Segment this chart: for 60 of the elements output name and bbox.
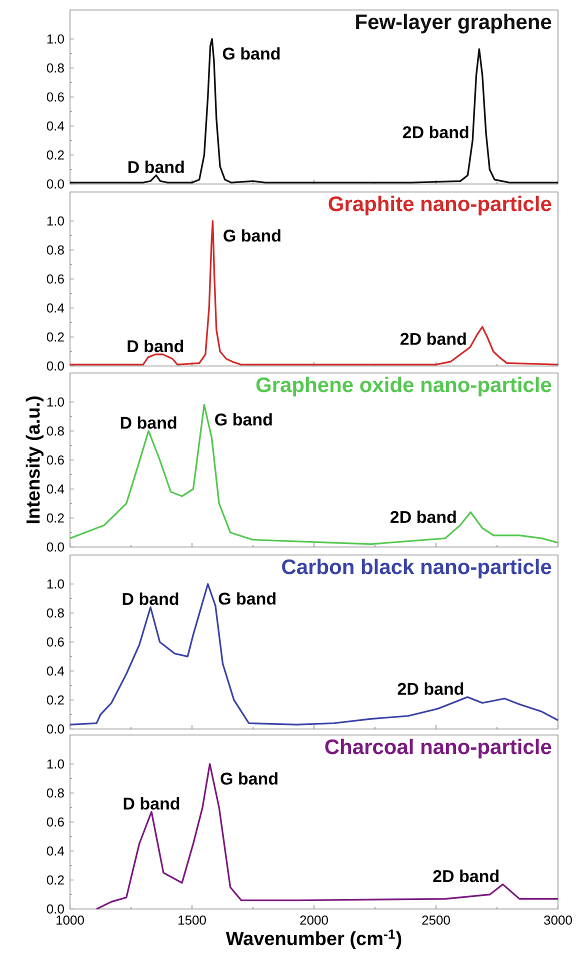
y-tick-label: 0.6 <box>46 817 64 827</box>
y-tick-label: 0.8 <box>46 245 64 255</box>
line-series <box>69 404 559 545</box>
annotation: D band <box>120 416 176 429</box>
y-tick-label: 0.2 <box>46 875 64 885</box>
y-tick-label: 1.0 <box>47 34 64 44</box>
annotation: G band <box>222 47 280 60</box>
y-tick-label: 0.2 <box>46 513 64 523</box>
annotation: D band <box>128 160 184 174</box>
y-tick-label: 0.0 <box>46 724 64 734</box>
x-tick-label: 1500 <box>178 916 206 925</box>
chart-title: Graphite nano-particle <box>328 196 552 216</box>
y-tick-label: 0.6 <box>46 637 64 647</box>
y-tick-label: 0.4 <box>46 303 64 313</box>
y-tick-label: 0.6 <box>46 92 64 102</box>
chart-title: Carbon black nano-particle <box>282 558 552 578</box>
y-tick-label: 0.4 <box>46 121 64 131</box>
y-tick-label: 0.8 <box>46 426 64 436</box>
y-tick-label: 0.0 <box>46 179 64 189</box>
annotation: 2D band <box>402 126 468 138</box>
y-tick-label: 0.0 <box>46 361 64 371</box>
y-tick-label: 0.4 <box>46 484 64 494</box>
y-tick-label: 0.0 <box>46 542 64 552</box>
y-tick-label: 0.4 <box>46 666 64 676</box>
annotation: D band <box>128 340 184 352</box>
y-tick-label: 0.8 <box>46 608 64 618</box>
chart-title: Graphene oxide nano-particle <box>256 376 552 396</box>
y-tick-label: 1.0 <box>47 216 64 226</box>
y-tick-label: 0.2 <box>46 150 64 160</box>
y-tick-label: 0.6 <box>46 455 64 465</box>
y-tick-label: 0.6 <box>46 274 64 284</box>
annotation: G band <box>215 413 272 426</box>
annotation: 2D band <box>400 332 466 345</box>
x-tick-label: 1000 <box>56 916 84 925</box>
annotation: G band <box>224 229 280 242</box>
x-tick-label: 2000 <box>300 916 328 925</box>
line-series <box>69 583 559 726</box>
y-tick-label: 1.0 <box>47 759 64 769</box>
annotation: 2D band <box>390 510 456 524</box>
annotation: G band <box>220 772 278 785</box>
y-tick-label: 1.0 <box>47 579 64 589</box>
chart-title: Charcoal nano-particle <box>325 738 552 758</box>
x-tick-label: 2500 <box>422 916 450 925</box>
annotation: D band <box>122 592 178 606</box>
annotation: 2D band <box>398 682 464 695</box>
y-tick-label: 0.0 <box>46 904 64 914</box>
y-tick-label: 0.2 <box>46 332 64 342</box>
y-tick-label: 0.8 <box>46 788 64 798</box>
chart-title: Few-layer graphene <box>356 14 552 34</box>
line-series <box>96 763 559 910</box>
x-axis-title: Wavenumber (cm$^{-1}$) <box>226 930 402 949</box>
annotation: G band <box>218 592 276 605</box>
annotation: D band <box>124 797 180 810</box>
y-axis-title: Intensity (a.u.) <box>26 396 44 524</box>
y-tick-label: 1.0 <box>47 397 64 407</box>
y-tick-label: 0.4 <box>46 846 64 856</box>
annotation: 2D band <box>433 870 499 882</box>
y-tick-label: 0.8 <box>46 63 64 73</box>
y-tick-label: 0.2 <box>46 695 64 705</box>
x-tick-label: 3000 <box>544 916 572 925</box>
